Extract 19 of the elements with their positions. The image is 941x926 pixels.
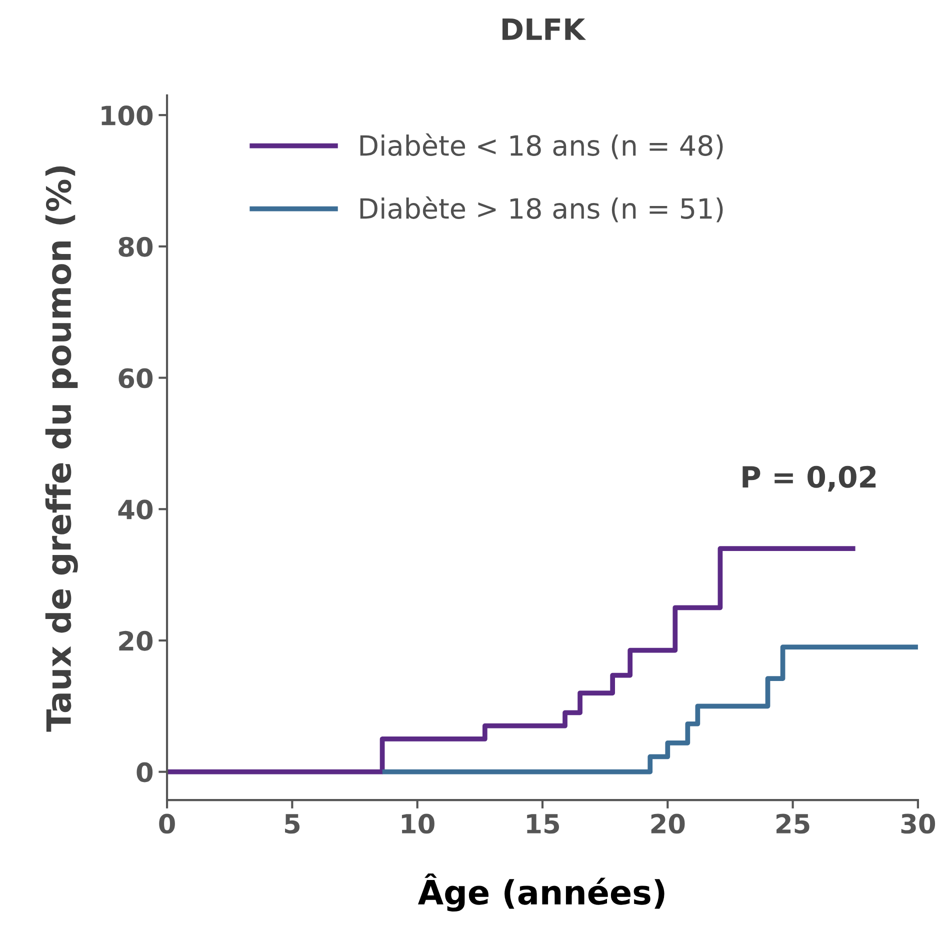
chart-title: DLFK bbox=[502, 18, 586, 40]
x-tick-label: 30 bbox=[901, 814, 936, 834]
x-tick-label: 15 bbox=[527, 814, 560, 834]
y-tick-label: 20 bbox=[119, 630, 153, 651]
x-tick-label: 5 bbox=[285, 814, 300, 834]
x-tick-label: 10 bbox=[402, 814, 434, 834]
x-tick-label: 25 bbox=[776, 814, 810, 834]
legend-label: Diabète > 18 ans (n = 51) bbox=[360, 196, 723, 222]
y-tick-label: 80 bbox=[118, 236, 153, 257]
x-axis-title: Âge (années) bbox=[418, 874, 664, 912]
annotation: P = 0,02 bbox=[742, 466, 876, 492]
legend-label: Diabète < 18 ans (n = 48) bbox=[360, 133, 723, 160]
y-tick-label: 40 bbox=[118, 500, 153, 520]
x-tick-label: 20 bbox=[651, 814, 685, 834]
y-tick-label: 60 bbox=[118, 368, 153, 388]
y-tick-label: 100 bbox=[102, 106, 153, 126]
x-tick-label: 0 bbox=[159, 814, 175, 834]
y-axis-title: Taux de greffe du poumon (%) bbox=[45, 166, 78, 732]
y-tick-label: 0 bbox=[136, 762, 153, 782]
